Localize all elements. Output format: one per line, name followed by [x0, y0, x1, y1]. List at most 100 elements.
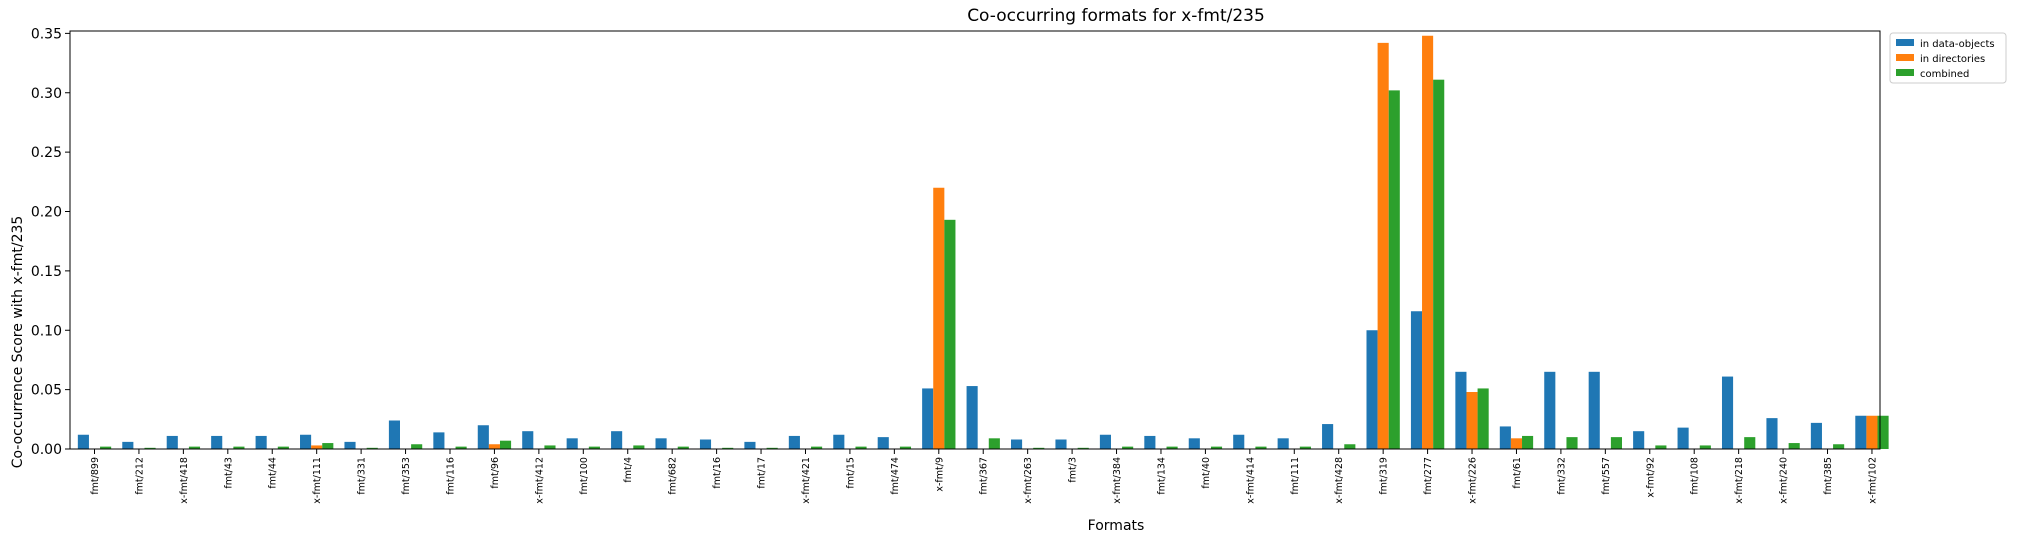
bar-in-data-objects-fmt/212: [122, 441, 134, 449]
bar-in-data-objects-x-fmt/428: [1322, 424, 1334, 449]
x-tick-label: fmt/557: [1601, 457, 1612, 495]
x-tick-label: fmt/682: [668, 457, 679, 495]
bar-combined-x-fmt/92: [1655, 445, 1667, 449]
bar-in-data-objects-x-fmt/111: [300, 434, 312, 449]
bar-in-data-objects-fmt/385: [1810, 422, 1822, 449]
x-tick-label: fmt/61: [1512, 457, 1523, 489]
bar-combined-fmt/353: [411, 444, 423, 449]
bar-in-data-objects-x-fmt/418: [166, 435, 178, 449]
x-tick-label: fmt/277: [1423, 457, 1434, 495]
x-tick-label: x-fmt/218: [1734, 457, 1745, 504]
x-tick-label: x-fmt/421: [801, 457, 812, 504]
plot-frame: [69, 30, 1881, 450]
x-tick-label: fmt/134: [1156, 457, 1167, 495]
bar-in-data-objects-fmt/682: [655, 438, 667, 449]
legend: in data-objects in directories combined: [1889, 32, 2007, 84]
chart-title: Co-occurring formats for x-fmt/235: [967, 6, 1265, 26]
x-tick-label: x-fmt/428: [1334, 457, 1345, 504]
x-tick-label: fmt/385: [1823, 457, 1834, 495]
bar-combined-fmt/61: [1522, 435, 1534, 449]
bar-in-data-objects-x-fmt/412: [522, 431, 534, 449]
bar-in-directories-fmt/96: [488, 444, 500, 449]
x-tick-label: x-fmt/226: [1468, 457, 1479, 504]
bar-combined-fmt/100: [588, 446, 600, 449]
bar-in-data-objects-fmt/15: [833, 434, 845, 449]
bar-combined-x-fmt/240: [1788, 443, 1800, 449]
bar-combined-x-fmt/263: [1033, 447, 1045, 449]
bar-in-data-objects-fmt/899: [77, 434, 89, 449]
bar-combined-fmt/212: [144, 447, 156, 449]
bar-in-directories-x-fmt/111: [311, 445, 323, 449]
bar-combined-fmt/899: [100, 446, 112, 449]
bar-in-directories-fmt/277: [1422, 35, 1434, 449]
bar-in-data-objects-fmt/116: [433, 432, 445, 449]
x-tick-label: fmt/212: [134, 457, 145, 495]
x-tick-label: fmt/43: [223, 457, 234, 489]
bar-in-data-objects-x-fmt/414: [1233, 434, 1245, 449]
x-tick-label: fmt/319: [1379, 457, 1390, 495]
y-tick-label: 0.20: [31, 205, 62, 221]
bar-in-data-objects-fmt/319: [1366, 330, 1378, 449]
bar-in-data-objects-fmt/43: [211, 435, 223, 449]
x-tick-label: fmt/899: [90, 457, 101, 495]
bar-combined-x-fmt/111: [322, 443, 334, 449]
bar-in-data-objects-fmt/557: [1588, 371, 1600, 449]
legend-swatch-combined: [1896, 69, 1914, 76]
bar-in-data-objects-fmt/44: [255, 435, 267, 449]
bars: [77, 35, 1889, 449]
x-tick-label: fmt/332: [1556, 457, 1567, 495]
bar-combined-fmt/367: [988, 438, 1000, 449]
bar-combined-fmt/108: [1699, 445, 1711, 449]
bar-combined-fmt/332: [1566, 437, 1578, 449]
bar-combined-fmt/116: [455, 446, 467, 449]
x-tick-label: fmt/367: [979, 457, 990, 495]
bar-combined-fmt/44: [277, 446, 289, 449]
bar-in-data-objects-x-fmt/226: [1455, 371, 1467, 449]
y-tick-label: 0.30: [31, 86, 62, 102]
bar-in-data-objects-x-fmt/102: [1855, 415, 1867, 449]
y-tick-label: 0.05: [31, 383, 62, 399]
bar-combined-x-fmt/9: [944, 219, 956, 449]
bar-in-directories-x-fmt/102: [1866, 415, 1878, 449]
bar-combined-x-fmt/384: [1122, 446, 1134, 449]
y-tick-label: 0.10: [31, 323, 62, 339]
bar-combined-fmt/277: [1433, 79, 1445, 449]
bar-in-data-objects-fmt/367: [966, 386, 978, 449]
x-tick-label: x-fmt/240: [1779, 457, 1790, 504]
bar-in-data-objects-x-fmt/218: [1721, 376, 1734, 449]
bar-combined-x-fmt/412: [544, 445, 556, 449]
x-tick-label: x-fmt/263: [1023, 457, 1034, 504]
bar-combined-fmt/474: [899, 446, 912, 449]
bar-in-data-objects-fmt/17: [744, 441, 756, 449]
bar-in-data-objects-fmt/3: [1055, 439, 1067, 449]
x-tick-label: fmt/16: [712, 457, 723, 489]
bar-in-directories-fmt/61: [1510, 438, 1523, 449]
bar-in-data-objects-fmt/332: [1544, 371, 1556, 449]
bar-in-directories-fmt/319: [1377, 42, 1389, 449]
x-tick-label: fmt/15: [845, 457, 856, 489]
bar-combined-fmt/134: [1166, 446, 1178, 449]
bar-combined-fmt/557: [1610, 437, 1623, 449]
bar-in-data-objects-fmt/100: [566, 438, 578, 449]
x-tick-label: x-fmt/102: [1867, 457, 1878, 504]
y-tick-label: 0.15: [31, 264, 62, 280]
legend-swatch-data-objects: [1896, 39, 1914, 46]
x-tick-label: fmt/116: [445, 457, 456, 495]
bar-combined-x-fmt/102: [1877, 415, 1889, 449]
bar-in-data-objects-x-fmt/92: [1633, 431, 1645, 449]
x-tick-label: x-fmt/9: [934, 457, 945, 492]
y-tick-label: 0.00: [31, 442, 62, 458]
x-tick-label: fmt/40: [1201, 457, 1212, 489]
bar-in-data-objects-x-fmt/9: [922, 388, 934, 449]
bar-in-data-objects-fmt/4: [611, 431, 623, 449]
x-tick-label: fmt/353: [401, 457, 412, 495]
x-tick-label: fmt/44: [268, 457, 279, 489]
bar-combined-fmt/4: [633, 445, 645, 449]
bar-in-data-objects-fmt/108: [1677, 427, 1689, 449]
bar-in-directories-x-fmt/226: [1466, 392, 1478, 449]
bar-combined-fmt/682: [677, 446, 689, 449]
legend-box: [1889, 32, 2007, 84]
x-tick-label: x-fmt/418: [179, 457, 190, 504]
y-tick-label: 0.35: [31, 26, 62, 42]
